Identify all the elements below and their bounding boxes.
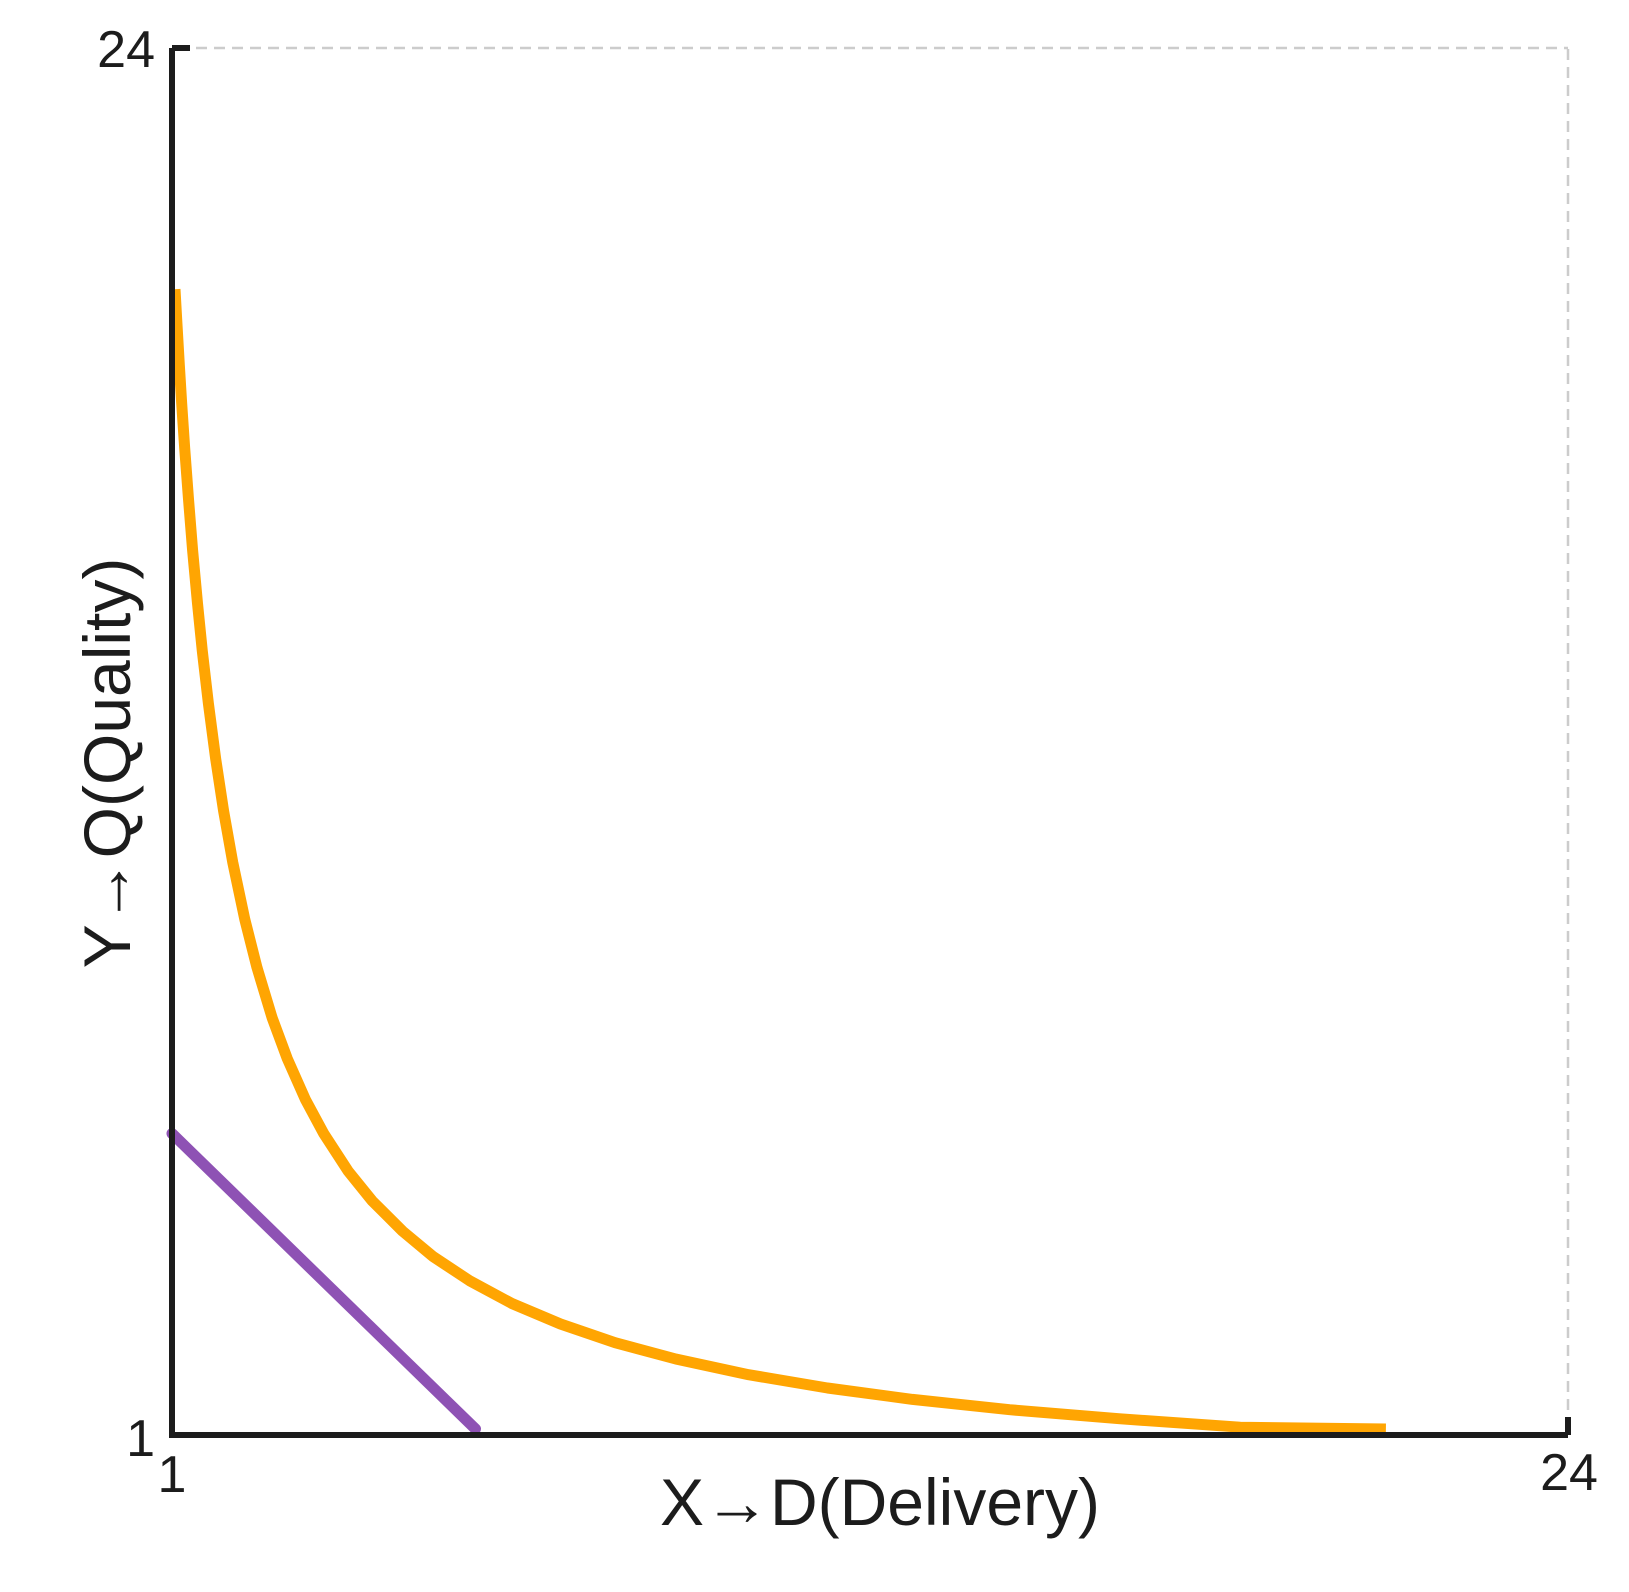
x-tick-label-1: 1 [158, 1446, 187, 1504]
hyperbola-curve [169, 288, 1386, 1435]
y-tick-label-24: 24 [97, 21, 155, 79]
tradeoff-line [166, 1128, 481, 1435]
y-axis-title: Y→Q(Quality) [70, 558, 144, 969]
y-tick-label-1: 1 [126, 1410, 155, 1468]
x-axis-title: X→D(Delivery) [660, 1465, 1100, 1539]
x-tick-label-24: 24 [1540, 1444, 1598, 1502]
